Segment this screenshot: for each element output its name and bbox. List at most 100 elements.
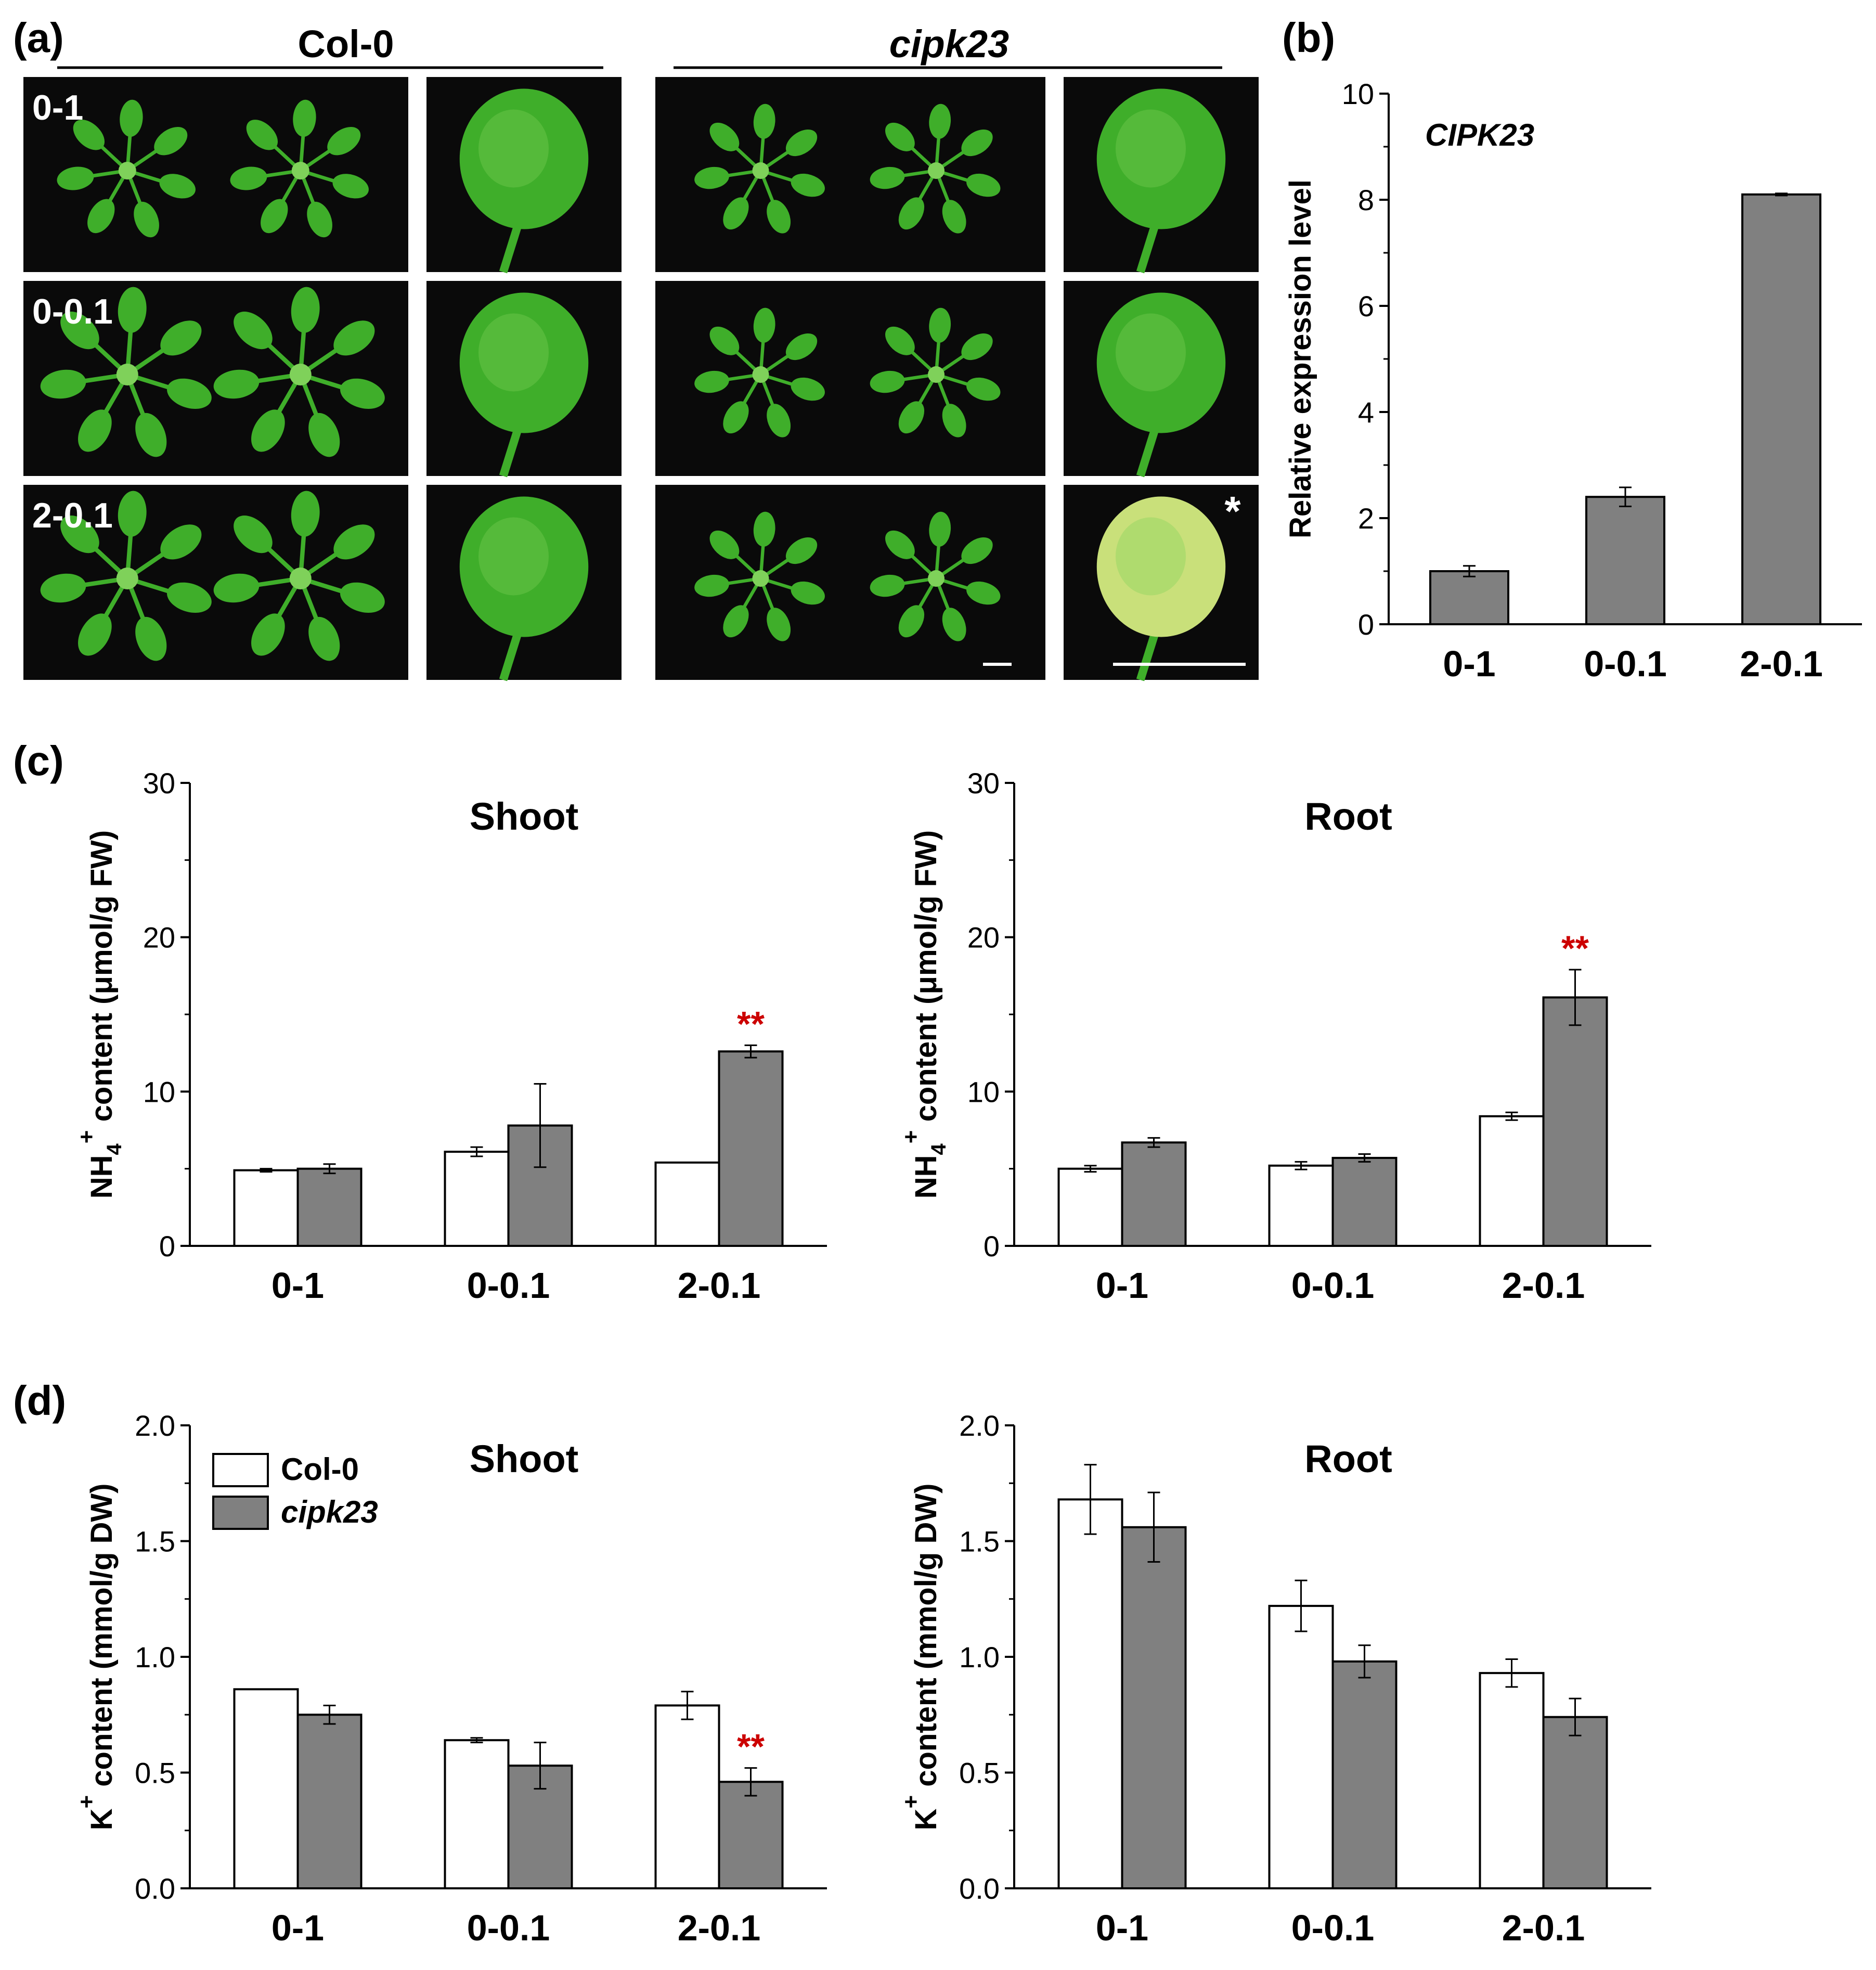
y-axis-label: NH4+ content (μmol/g FW) bbox=[74, 830, 126, 1199]
x-tick-label: 0-1 bbox=[1096, 1908, 1148, 1948]
rosette-leaf bbox=[929, 511, 951, 547]
rosette-leaf bbox=[709, 530, 740, 559]
photo-cell bbox=[655, 485, 1045, 680]
rosette-leaf bbox=[291, 287, 320, 333]
y-axis-label: NH4+ content (μmol/g FW) bbox=[898, 830, 950, 1199]
significance-marker: ** bbox=[737, 1727, 765, 1767]
significance-marker: ** bbox=[1561, 929, 1589, 968]
bar bbox=[444, 1151, 510, 1247]
rosette-leaf bbox=[167, 378, 212, 409]
rosette-leaf bbox=[898, 605, 925, 638]
y-tick-label: 2 bbox=[1358, 502, 1374, 535]
rosette-leaf bbox=[159, 174, 196, 199]
rosette-leaf bbox=[167, 582, 212, 613]
bar bbox=[296, 1167, 363, 1247]
y-tick-label: 1.5 bbox=[135, 1525, 175, 1558]
rosette-leaf bbox=[120, 99, 143, 137]
rosette-leaf bbox=[723, 197, 749, 230]
y-tick-label: 30 bbox=[967, 767, 1000, 800]
x-tick-label: 0-0.1 bbox=[1291, 1265, 1375, 1306]
photo-cell bbox=[426, 281, 622, 478]
bar bbox=[1741, 193, 1821, 625]
chart-title: Shoot bbox=[470, 795, 579, 838]
bar bbox=[444, 1739, 510, 1889]
rosette-leaf bbox=[709, 122, 740, 151]
rosette-plant bbox=[40, 491, 212, 661]
panel-label-a: (a) bbox=[13, 15, 64, 61]
bar bbox=[1585, 496, 1665, 626]
y-tick-label: 20 bbox=[143, 921, 175, 954]
rosette-plant bbox=[694, 307, 825, 437]
bar bbox=[1057, 1498, 1123, 1889]
rosette-leaf bbox=[694, 370, 729, 393]
rosette-leaf bbox=[251, 409, 285, 452]
photo-row-label: 2-0.1 bbox=[32, 496, 113, 535]
chart-b: 0 2 4 6 8 10 0-1 0-0.1 2-0.1 CIPK23 Relative expre… bbox=[1284, 78, 1862, 684]
y-tick-label: 0.0 bbox=[959, 1872, 1000, 1905]
panel-label-b: (b) bbox=[1282, 15, 1335, 61]
rosette-leaf bbox=[78, 409, 112, 452]
legend-swatch bbox=[212, 1496, 269, 1530]
genotype-label-col0: Col-0 bbox=[298, 22, 394, 66]
rosette-leaf bbox=[898, 197, 925, 230]
rosette-leaf bbox=[942, 200, 966, 234]
rosette-center bbox=[116, 568, 138, 589]
leaf-blade bbox=[1096, 496, 1226, 637]
bar bbox=[1542, 1716, 1608, 1889]
y-axis-label-sup: + bbox=[74, 1130, 99, 1143]
rosette-leaf bbox=[246, 120, 278, 150]
y-tick-label: 2.0 bbox=[959, 1409, 1000, 1442]
rosette-leaf bbox=[234, 312, 273, 350]
rosette-leaf bbox=[154, 127, 188, 156]
genotype-label-cipk23: cipk23 bbox=[889, 22, 1009, 66]
y-axis-label-sub: 4 bbox=[103, 1143, 126, 1155]
rosette-leaf bbox=[870, 370, 905, 393]
rosette-leaf bbox=[767, 608, 791, 641]
y-axis-label-sup: + bbox=[898, 1795, 924, 1809]
rosette-center bbox=[291, 162, 309, 179]
rosette-center bbox=[289, 364, 312, 385]
rosette-center bbox=[752, 162, 769, 179]
bar bbox=[1479, 1672, 1545, 1889]
rosette-center bbox=[752, 570, 769, 587]
rosette-leaf bbox=[40, 369, 86, 399]
rosette-plant bbox=[40, 287, 212, 457]
rosette-leaf bbox=[40, 573, 86, 603]
photo-cell bbox=[655, 281, 1045, 476]
photo-cell bbox=[426, 485, 622, 681]
x-tick-label: 0-1 bbox=[271, 1265, 324, 1306]
asterisk-marker: * bbox=[1224, 488, 1241, 534]
rosette-leaf bbox=[785, 333, 818, 360]
leaf-highlight bbox=[1116, 109, 1186, 188]
legend-label: cipk23 bbox=[281, 1495, 378, 1529]
rosette-leaf bbox=[929, 307, 951, 343]
photo-cell bbox=[23, 77, 408, 272]
rosette-plant bbox=[870, 511, 1001, 641]
rosette-leaf bbox=[135, 413, 167, 457]
rosette-plant bbox=[694, 104, 825, 234]
rosette-leaf bbox=[327, 127, 361, 156]
rosette-leaf bbox=[753, 511, 775, 547]
bar bbox=[1331, 1156, 1398, 1247]
y-tick-label: 0 bbox=[984, 1230, 1000, 1263]
rosette-leaf bbox=[134, 201, 159, 238]
photo-cell bbox=[1064, 281, 1259, 478]
rosette-center bbox=[116, 364, 138, 385]
chart-c-shoot: 0 10 20 30 0-1 0-0.1 2-0.1 ** Shoot NH4 + content … bbox=[74, 767, 827, 1306]
rosette-leaf bbox=[966, 173, 1001, 197]
rosette-leaf bbox=[767, 404, 791, 437]
rosette-leaf bbox=[961, 537, 993, 564]
rosette-leaf bbox=[791, 377, 825, 401]
x-tick-label: 0-0.1 bbox=[1291, 1908, 1375, 1948]
rosette-leaf bbox=[709, 326, 740, 355]
rosette-leaf bbox=[213, 369, 260, 399]
y-axis-label: K+ content (mmol/g DW) bbox=[74, 1484, 119, 1831]
rosette-plant bbox=[213, 287, 385, 457]
bar bbox=[1121, 1526, 1187, 1890]
y-axis-label-rest: content (mmol/g DW) bbox=[85, 1484, 119, 1795]
legend-label: Col-0 bbox=[281, 1452, 359, 1487]
x-tick-label: 0-0.1 bbox=[467, 1908, 550, 1948]
rosette-center bbox=[928, 570, 945, 587]
chart-c-root: 0 10 20 30 0-1 0-0.1 2-0.1 ** Root NH4+ content (… bbox=[898, 767, 1651, 1306]
